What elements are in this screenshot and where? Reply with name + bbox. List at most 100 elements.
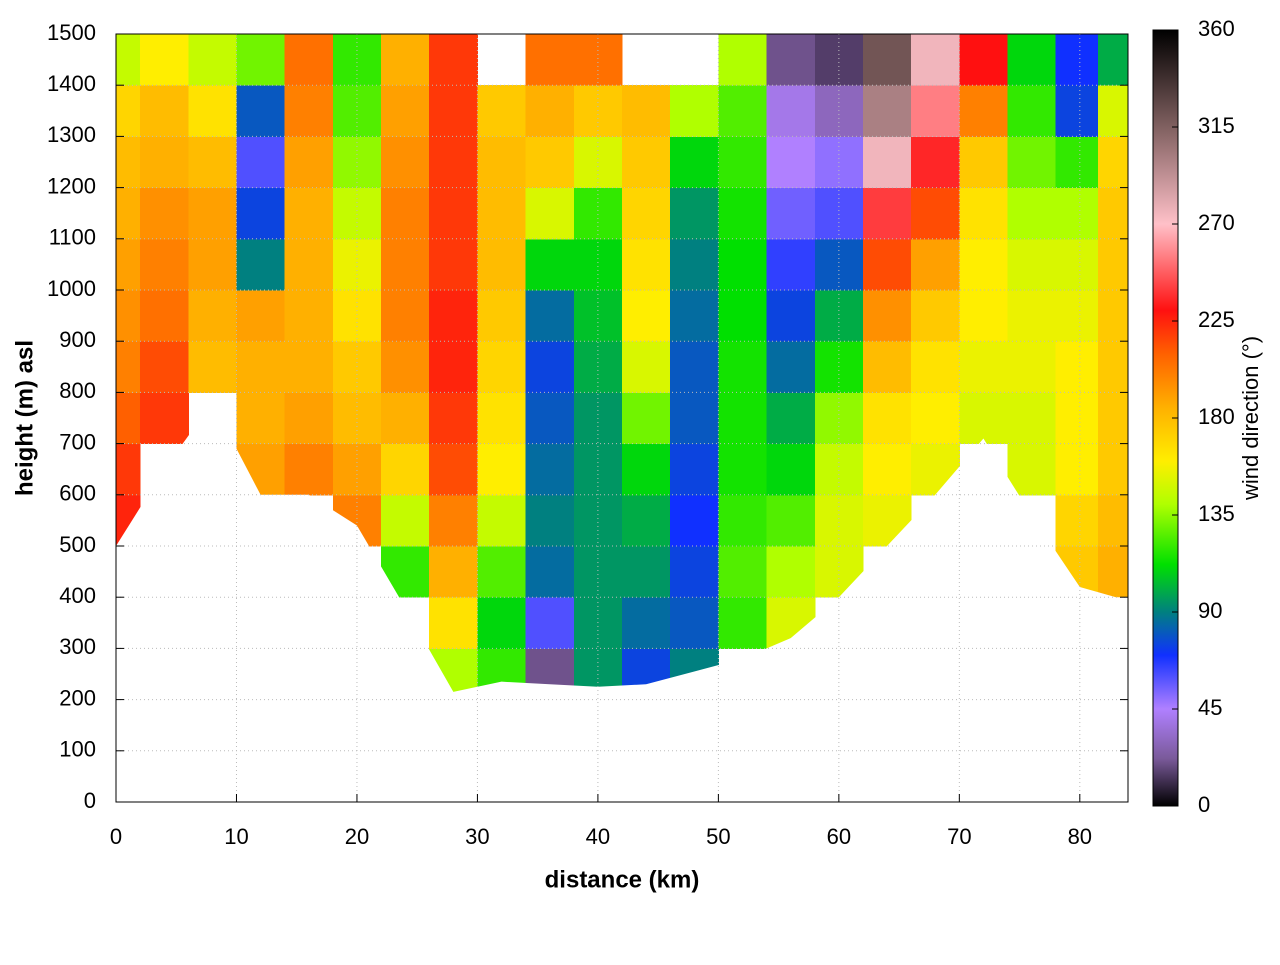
y-tick-label: 1100 — [49, 225, 96, 250]
cell — [911, 290, 960, 342]
cell — [236, 34, 286, 86]
cell — [862, 187, 912, 240]
cell — [622, 392, 671, 445]
cell — [718, 494, 768, 547]
cell — [477, 392, 527, 445]
cell — [814, 443, 864, 496]
cell — [477, 136, 527, 189]
colorbar-tick-label: 0 — [1198, 792, 1210, 817]
cell — [766, 34, 816, 86]
cell — [477, 290, 527, 342]
cell — [670, 546, 719, 598]
cell — [622, 443, 671, 496]
cell — [959, 238, 1009, 291]
cell — [381, 238, 430, 291]
colorbar-tick-label: 180 — [1198, 404, 1235, 429]
y-tick-label: 300 — [59, 634, 96, 659]
cell — [766, 136, 816, 189]
cell — [862, 136, 912, 189]
y-tick-label: 500 — [59, 532, 96, 557]
cell — [188, 85, 237, 137]
y-tick-label: 600 — [59, 481, 96, 506]
cell — [911, 34, 960, 86]
cell — [477, 494, 527, 547]
cell — [766, 546, 816, 598]
cell — [429, 85, 478, 137]
cell — [622, 494, 671, 547]
y-tick-label: 100 — [59, 737, 96, 762]
cell — [525, 546, 575, 598]
cell — [959, 290, 1009, 342]
cell — [622, 238, 671, 291]
cell — [670, 238, 719, 291]
cell — [622, 187, 671, 240]
y-tick-label: 400 — [59, 583, 96, 608]
cell — [862, 85, 912, 137]
cell — [188, 238, 237, 291]
colorbar-tick-label: 90 — [1198, 598, 1222, 623]
cell — [1055, 494, 1099, 547]
x-tick-label: 50 — [706, 824, 730, 849]
cell — [766, 290, 816, 342]
cell — [814, 34, 864, 86]
cell — [525, 290, 575, 342]
cell — [670, 341, 719, 393]
cell — [116, 187, 141, 240]
cell — [188, 34, 237, 86]
cell — [284, 136, 334, 189]
cell — [429, 597, 478, 649]
cell — [1007, 187, 1057, 240]
cell — [140, 238, 189, 291]
cell — [670, 85, 719, 137]
cell — [1097, 85, 1129, 137]
cell — [1007, 34, 1057, 86]
cell — [1097, 238, 1129, 291]
cell — [332, 34, 382, 86]
cell — [236, 238, 286, 291]
cell — [1007, 392, 1057, 445]
cell — [670, 494, 719, 547]
cell — [477, 238, 527, 291]
x-tick-label: 0 — [110, 824, 122, 849]
cell — [573, 494, 623, 547]
cell — [525, 494, 575, 547]
cell — [814, 85, 864, 137]
cell — [959, 136, 1009, 189]
cell — [1097, 341, 1129, 393]
cell — [1055, 443, 1099, 496]
cell — [718, 290, 768, 342]
cell — [670, 597, 719, 649]
cell — [718, 34, 768, 86]
cell — [236, 290, 286, 342]
x-tick-label: 40 — [586, 824, 610, 849]
x-tick-label: 70 — [947, 824, 971, 849]
cell — [284, 85, 334, 137]
cell — [284, 187, 334, 240]
cell — [766, 85, 816, 137]
cell — [116, 34, 141, 86]
terrain — [116, 402, 1128, 802]
cell — [814, 290, 864, 342]
cell — [236, 392, 286, 445]
cell — [188, 341, 237, 393]
cell — [1007, 341, 1057, 393]
cell — [573, 85, 623, 137]
cell — [429, 443, 478, 496]
cell — [911, 238, 960, 291]
cell — [429, 34, 478, 86]
cell — [332, 341, 382, 393]
y-tick-label: 1200 — [47, 173, 96, 198]
cell — [477, 85, 527, 137]
colorbar-tick-label: 135 — [1198, 501, 1235, 526]
cell — [959, 34, 1009, 86]
cell — [332, 238, 382, 291]
cell — [766, 443, 816, 496]
cell — [718, 341, 768, 393]
y-tick-label: 1500 — [47, 20, 96, 45]
cell — [718, 187, 768, 240]
cell — [525, 597, 575, 649]
cell — [381, 187, 430, 240]
colorbar-tick-label: 225 — [1198, 307, 1235, 332]
cell — [525, 238, 575, 291]
cell — [1007, 136, 1057, 189]
